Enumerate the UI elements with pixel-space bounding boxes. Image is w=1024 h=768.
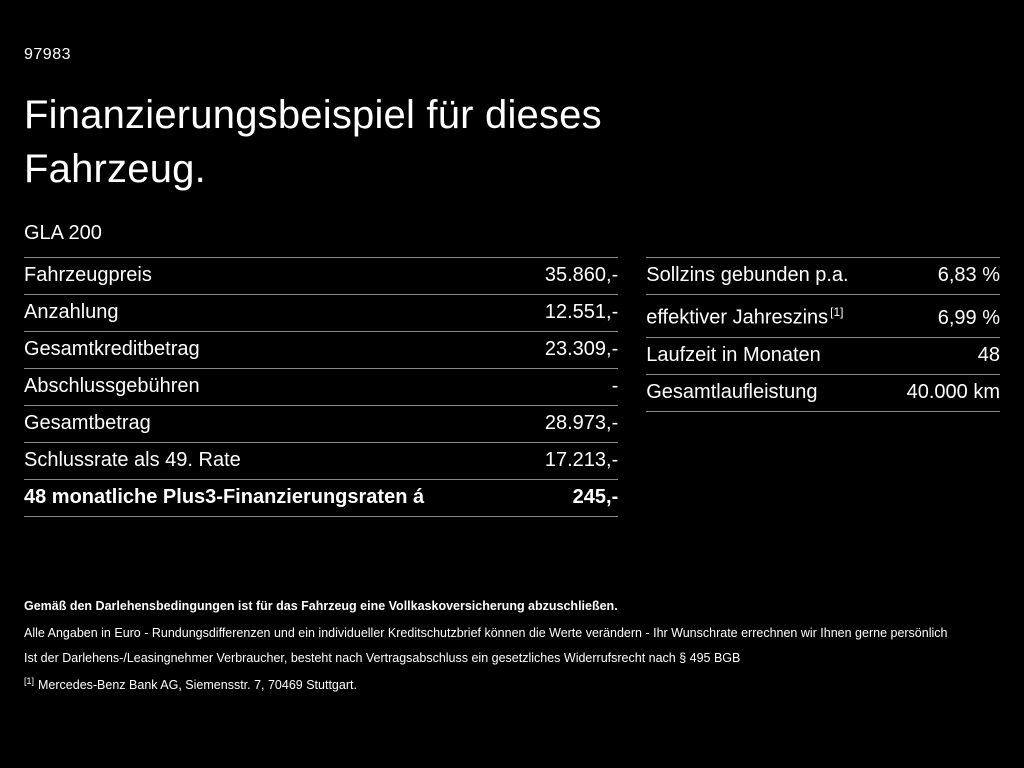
row-value: 17.213,- [544,449,619,471]
footer-insurance-note: Gemäß den Darlehensbedingungen ist für d… [24,599,618,613]
row-label: Sollzins gebunden p.a. [646,264,849,286]
page-title-line2: Fahrzeug. [24,147,206,191]
table-row-sollzins: Sollzins gebunden p.a. 6,83 % [646,258,1000,295]
row-value: 12.551,- [544,301,619,323]
row-label: Abschlussgebühren [24,375,200,397]
legal-footer: Gemäß den Darlehensbedingungen ist für d… [24,598,1000,702]
footer-disclaimer-1: Alle Angaben in Euro - Rundungsdifferenz… [24,625,948,640]
table-row-effektiver-jahreszins: effektiver Jahreszins [1] 6,99 % [646,295,1000,338]
financing-table-right: Sollzins gebunden p.a. 6,83 % effektiver… [646,257,1000,412]
row-label: 48 monatliche Plus3-Finanzierungsraten á [24,486,425,508]
row-label: Gesamtkreditbetrag [24,338,200,360]
vehicle-model: GLA 200 [24,222,102,244]
footer-footnote: [1] Mercedes-Benz Bank AG, Siemensstr. 7,… [24,675,1000,694]
row-label: effektiver Jahreszins [1] [646,305,844,329]
table-row-laufzeit: Laufzeit in Monaten 48 [646,338,1000,375]
table-row-anzahlung: Anzahlung 12.551,- [24,295,619,332]
row-label: Anzahlung [24,301,119,323]
page-title-line1: Finanzierungsbeispiel für dieses [24,93,602,137]
row-value: 28.973,- [544,412,619,434]
footnote-marker: [1] [830,305,844,319]
page-code: 97983 [24,46,71,63]
row-value: 23.309,- [544,338,619,360]
financing-table-left: Fahrzeugpreis 35.860,- Anzahlung 12.551,… [24,257,619,517]
table-row-schlussrate: Schlussrate als 49. Rate 17.213,- [24,443,619,480]
financing-tables: Fahrzeugpreis 35.860,- Anzahlung 12.551,… [24,257,1000,517]
table-row-gesamtbetrag: Gesamtbetrag 28.973,- [24,406,619,443]
row-label: Gesamtlaufleistung [646,380,818,403]
row-value: 35.860,- [544,264,619,286]
page-title: Finanzierungsbeispiel für dieses Fahrzeu… [24,88,1000,196]
row-label: Gesamtbetrag [24,412,151,434]
row-label: Fahrzeugpreis [24,264,152,286]
row-label: Schlussrate als 49. Rate [24,449,241,471]
row-value: 245,- [572,486,619,508]
row-value: - [611,375,619,397]
footer-disclaimer-2: Ist der Darlehens-/Leasingnehmer Verbrau… [24,650,741,665]
row-value: 48 [977,343,1000,366]
table-row-fahrzeugpreis: Fahrzeugpreis 35.860,- [24,258,619,295]
row-value: 40.000 km [906,380,1000,403]
table-row-monatsrate: 48 monatliche Plus3-Finanzierungsraten á… [24,480,619,517]
row-label: Laufzeit in Monaten [646,343,821,366]
footnote-text: Mercedes-Benz Bank AG, Siemensstr. 7, 70… [38,677,357,692]
row-value: 6,99 % [937,306,1000,329]
table-row-abschlussgebuehren: Abschlussgebühren - [24,369,619,406]
table-row-gesamtlaufleistung: Gesamtlaufleistung 40.000 km [646,375,1000,412]
row-value: 6,83 % [937,264,1000,286]
footnote-marker: [1] [24,675,35,686]
table-row-gesamtkreditbetrag: Gesamtkreditbetrag 23.309,- [24,332,619,369]
